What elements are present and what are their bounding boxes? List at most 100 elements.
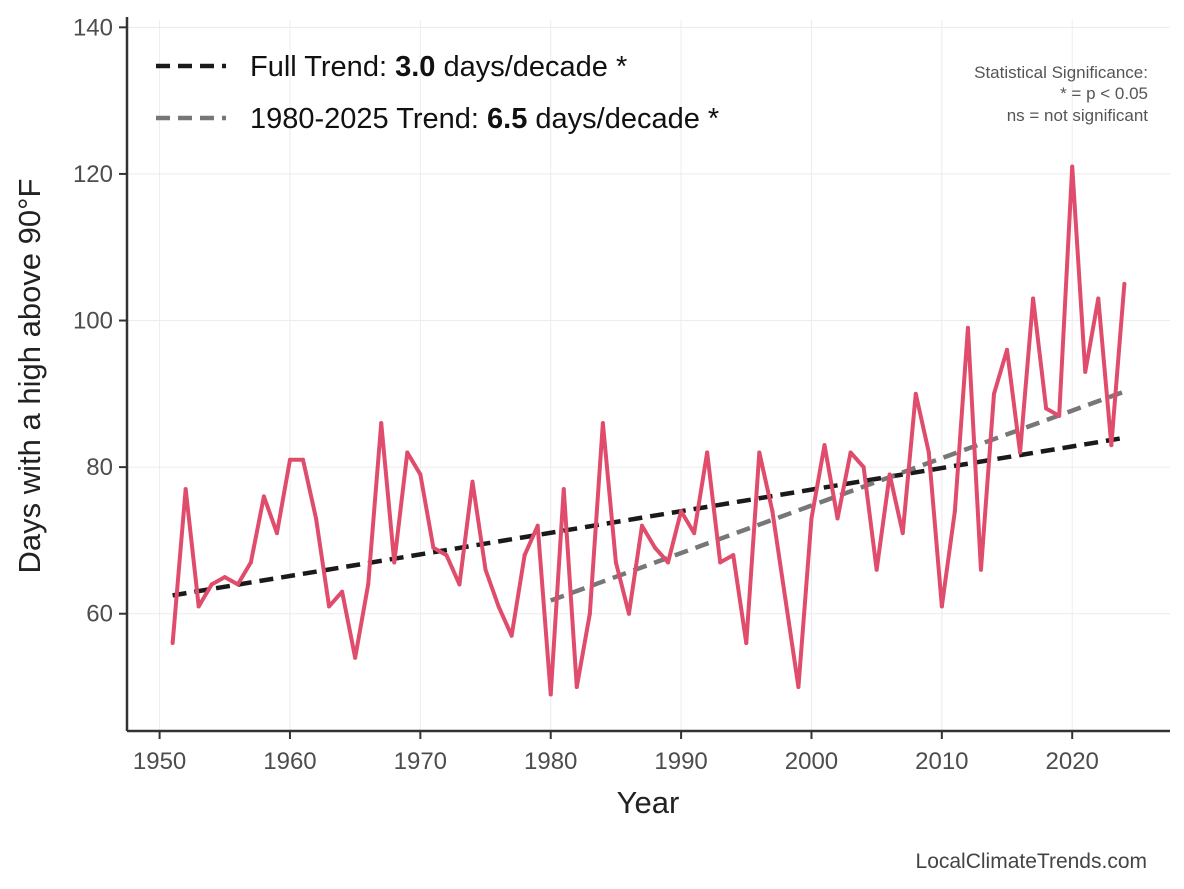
data-point <box>796 685 801 690</box>
data-point <box>574 685 579 690</box>
data-point <box>1031 296 1036 301</box>
legend: Full Trend: 3.0 days/decade * 1980-2025 … <box>156 51 719 135</box>
data-point <box>561 487 566 492</box>
data-point <box>991 391 996 396</box>
data-point <box>327 604 332 609</box>
data-point <box>965 325 970 330</box>
legend-value-full-trend: 3.0 <box>395 51 435 83</box>
data-point <box>731 553 736 558</box>
x-axis-title: Year <box>617 785 680 820</box>
data-point <box>170 641 175 646</box>
data-point <box>835 516 840 521</box>
data-point <box>1044 406 1049 411</box>
data-point <box>1018 450 1023 455</box>
recent-trend-line <box>549 389 1126 603</box>
data-point <box>535 523 540 528</box>
data-point <box>353 655 358 660</box>
data-point <box>261 494 266 499</box>
data-point <box>496 604 501 609</box>
legend-label-recent-trend: 1980-2025 Trend: 6.5 days/decade * <box>250 103 719 135</box>
significance-line-1: * = p < 0.05 <box>1060 84 1148 103</box>
data-point <box>379 421 384 426</box>
data-series <box>170 164 1127 697</box>
x-tick-label: 2020 <box>1046 748 1099 775</box>
data-point <box>274 531 279 536</box>
axes <box>125 17 1170 733</box>
y-axis-title: Days with a high above 90°F <box>12 179 47 574</box>
y-tick-label: 140 <box>73 14 113 41</box>
data-point <box>874 567 879 572</box>
data-point <box>718 560 723 565</box>
y-axis-ticks: 60 80 100 120 140 <box>73 14 127 628</box>
y-tick-label: 120 <box>73 161 113 188</box>
data-point <box>900 531 905 536</box>
data-point <box>418 472 423 477</box>
data-point <box>183 487 188 492</box>
legend-value-recent-trend: 6.5 <box>487 103 527 135</box>
x-tick-label: 2010 <box>915 748 968 775</box>
legend-prefix-full-trend: Full Trend: <box>250 51 395 83</box>
significance-note: Statistical Significance: * = p < 0.05 n… <box>974 63 1148 125</box>
data-point <box>600 421 605 426</box>
gridlines <box>127 20 1170 731</box>
x-tick-label: 1990 <box>654 748 707 775</box>
x-tick-label: 1960 <box>263 748 316 775</box>
data-point <box>1109 443 1114 448</box>
data-point <box>431 545 436 550</box>
data-point <box>1005 347 1010 352</box>
data-point <box>653 545 658 550</box>
data-point <box>222 575 227 580</box>
legend-suffix-full-trend: days/decade * <box>435 51 627 83</box>
x-tick-label: 1970 <box>394 748 447 775</box>
significance-title: Statistical Significance: <box>974 63 1148 82</box>
data-point <box>1122 281 1127 286</box>
data-point <box>366 582 371 587</box>
data-point <box>666 560 671 565</box>
x-tick-label: 1980 <box>524 748 577 775</box>
data-point <box>209 582 214 587</box>
data-point <box>770 509 775 514</box>
y-tick-label: 80 <box>86 454 113 481</box>
data-point <box>470 479 475 484</box>
data-point <box>692 531 697 536</box>
data-point <box>587 611 592 616</box>
y-tick-label: 100 <box>73 308 113 335</box>
data-point <box>626 611 631 616</box>
data-point <box>639 523 644 528</box>
data-point <box>392 560 397 565</box>
legend-prefix-recent-trend: 1980-2025 Trend: <box>250 103 487 135</box>
data-point <box>861 465 866 470</box>
x-tick-label: 1950 <box>133 748 186 775</box>
data-point <box>457 582 462 587</box>
data-point <box>783 597 788 602</box>
data-point <box>978 567 983 572</box>
data-point <box>314 516 319 521</box>
source-watermark: LocalClimateTrends.com <box>916 850 1147 873</box>
data-point <box>340 589 345 594</box>
x-tick-label: 2000 <box>785 748 838 775</box>
data-point <box>301 457 306 462</box>
data-point <box>757 450 762 455</box>
y-tick-label: 60 <box>86 601 113 628</box>
data-point <box>248 560 253 565</box>
data-point <box>1070 164 1075 169</box>
significance-line-2: ns = not significant <box>1007 106 1149 125</box>
data-point <box>705 450 710 455</box>
legend-suffix-recent-trend: days/decade * <box>527 103 719 135</box>
data-point <box>1083 369 1088 374</box>
data-point <box>548 692 553 697</box>
data-point <box>405 450 410 455</box>
data-point <box>679 509 684 514</box>
data-point <box>483 567 488 572</box>
data-point <box>848 450 853 455</box>
data-point <box>952 509 957 514</box>
data-point <box>613 560 618 565</box>
data-point <box>1057 413 1062 418</box>
data-point <box>926 450 931 455</box>
data-point <box>196 604 201 609</box>
data-point <box>822 443 827 448</box>
data-point <box>913 391 918 396</box>
data-point <box>522 553 527 558</box>
data-point <box>809 516 814 521</box>
